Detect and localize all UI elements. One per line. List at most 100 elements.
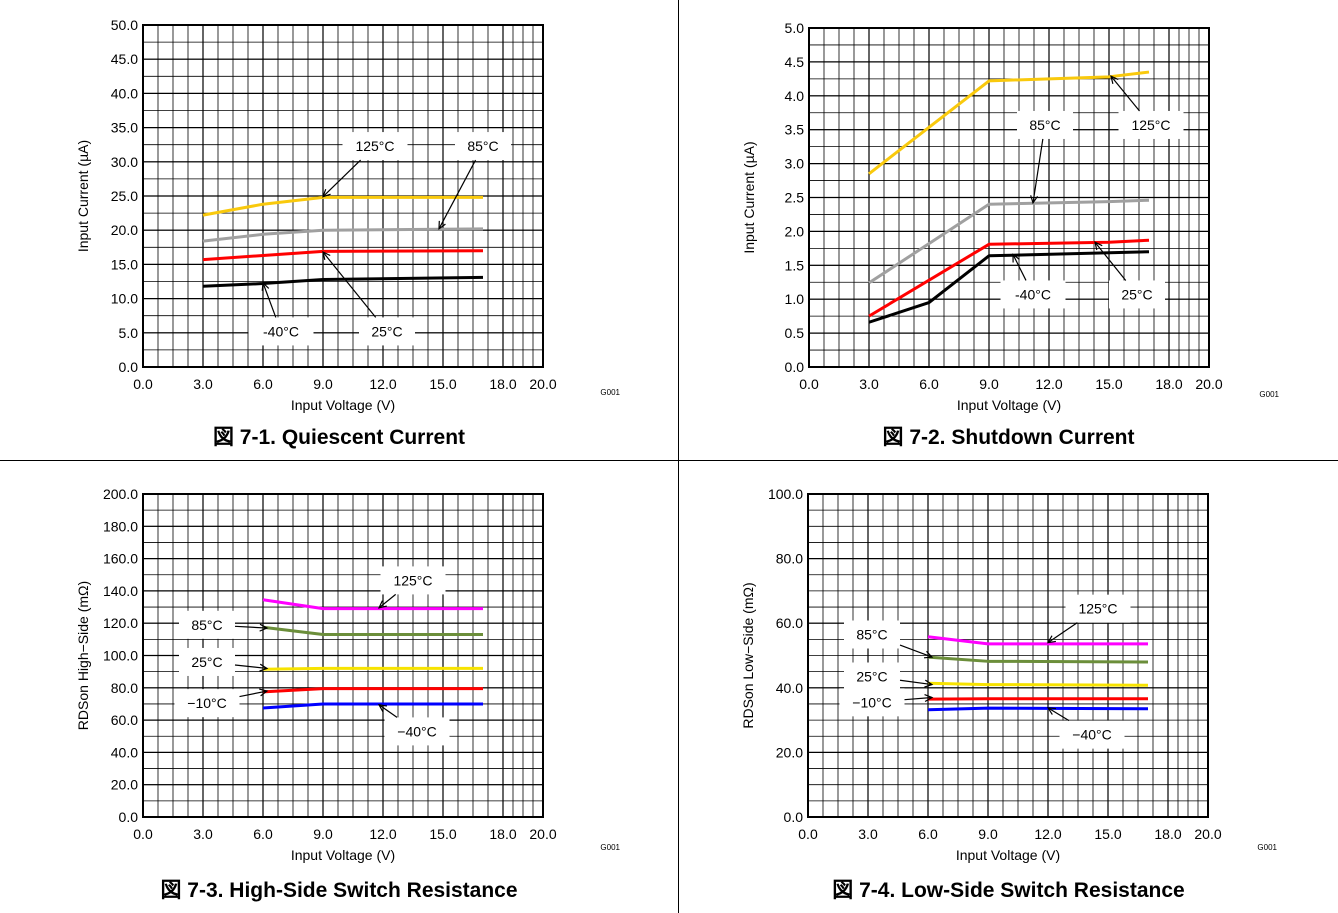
y-tick-label: 100.0 [768,486,803,502]
annotation-box [179,647,235,676]
annotation-arrow [899,679,933,686]
chart-quiescent-current: 0.0 3.0 6.0 9.0 12.0 15.0 18.0 20.0 0.0 5.0 10.0 15… [75,17,621,413]
series-line-40-c [202,275,484,288]
y-tick-label: 25.0 [111,188,138,204]
series-line-125-c [262,598,483,611]
annotation-label: −40°C [1072,727,1111,743]
y-tick-label: 40.0 [111,744,138,760]
y-tick-label: 0.5 [785,325,805,341]
x-tick-label: 12.0 [369,376,396,392]
annotation-arrowhead [377,600,387,609]
x-tick-label: 20.0 [529,826,556,842]
annotation-box [384,717,450,746]
caption-shutdown-current: 図 7-2. Shutdown Current [882,426,1135,449]
annotation-arrowhead [438,220,446,231]
figure-code: G001 [600,843,620,852]
annotation-label: 85°C [191,617,222,633]
figure-code: G001 [1259,390,1279,399]
annotation-arrowhead [322,251,331,261]
x-tick-label: 18.0 [489,826,516,842]
panel-divider-horizontal [0,460,1338,461]
grid [807,493,1209,818]
figure-code: G001 [1257,843,1277,852]
annotation-label: 25°C [191,654,222,670]
plot-frame [807,493,1209,818]
x-tick-label: 15.0 [1095,376,1122,392]
y-tick-label: 60.0 [776,615,803,631]
annotation-label: 85°C [467,138,498,154]
annotation-box [359,317,415,346]
x-axis-label: Input Voltage (V) [957,397,1061,413]
plot-frame [142,24,544,368]
series-line-25-c [927,681,1149,687]
series-line-125-c [202,195,483,217]
annotation-arrow [1094,241,1127,281]
annotation-box [1059,720,1125,749]
annotation-arrow [239,690,268,698]
annotation-arrowhead [1046,707,1057,715]
series-line-85-c [927,655,1149,664]
annotation-arrow [262,282,277,318]
annotation-label: -40°C [1015,286,1051,302]
annotation-arrowhead [377,703,387,713]
annotation-arrow [378,593,397,609]
x-axis-label: Input Voltage (V) [956,847,1060,863]
chart-panel-shutdown-current: 0.0 3.0 6.0 9.0 12.0 15.0 18.0 20.0 0.0 0.5 1.0 1.5… [679,0,1338,460]
annotation-label: −40°C [397,723,436,739]
annotation-arrow [904,696,933,701]
x-tick-label: 18.0 [489,376,516,392]
y-tick-label: 1.5 [785,257,805,273]
x-tick-label: 20.0 [529,376,556,392]
x-tick-label: 0.0 [133,826,153,842]
annotation-arrowhead [924,694,934,703]
y-tick-label: 3.5 [785,122,805,138]
annotation-arrowhead [1110,75,1119,85]
annotation-box [1000,280,1066,309]
annotation-label: 85°C [856,627,887,643]
annotation-arrow [234,625,268,629]
x-tick-label: 9.0 [313,376,333,392]
series-line-85-c [262,625,483,637]
annotation-arrowhead [259,688,269,697]
annotation-label: 125°C [1078,601,1117,617]
y-tick-label: 4.5 [785,54,805,70]
annotation-arrow [1110,75,1140,112]
x-axis-label: Input Voltage (V) [291,847,395,863]
annotation-arrow [322,251,377,318]
annotation-label: −10°C [852,694,891,710]
annotation-box [1109,280,1165,309]
y-tick-label: 0.0 [785,359,805,375]
annotation-box [342,132,408,161]
annotation-label: 125°C [393,572,432,588]
x-tick-label: 9.0 [979,376,999,392]
x-tick-label: 12.0 [1034,826,1061,842]
x-tick-label: 0.0 [798,826,818,842]
annotation-box [1065,594,1131,623]
x-tick-label: 12.0 [1035,376,1062,392]
annotation-label: 25°C [1121,286,1152,302]
caption-high-side-resistance: 図 7-3. High-Side Switch Resistance [160,879,518,902]
y-tick-label: 160.0 [103,551,138,567]
annotation-arrowhead [259,623,269,632]
y-tick-label: 30.0 [111,154,138,170]
x-tick-label: 3.0 [859,376,879,392]
y-tick-label: 2.0 [785,223,805,239]
x-tick-label: 18.0 [1154,826,1181,842]
annotations: 125°C 85°C -40°C 25°C [248,132,511,346]
x-tick-label: 15.0 [429,376,456,392]
x-tick-label: 18.0 [1155,376,1182,392]
annotation-arrow [438,159,477,230]
caption-low-side-resistance: 図 7-4. Low-Side Switch Resistance [832,879,1185,902]
annotation-arrow [378,704,398,718]
annotation-box [844,662,900,691]
y-tick-label: 5.0 [119,325,139,341]
annotation-arrowhead [1012,253,1020,263]
annotations: 125°C 85°C 25°C −10°C −40°C [174,566,450,746]
y-tick-label: 180.0 [103,518,138,534]
y-tick-label: 3.0 [785,156,805,172]
chart-low-side-resistance: 0.0 3.0 6.0 9.0 12.0 15.0 18.0 20.0 0.0 20.0 40.0 6… [740,486,1278,863]
y-tick-label: 0.0 [119,809,139,825]
annotation-box [844,620,900,649]
annotation-arrow [1012,254,1027,281]
